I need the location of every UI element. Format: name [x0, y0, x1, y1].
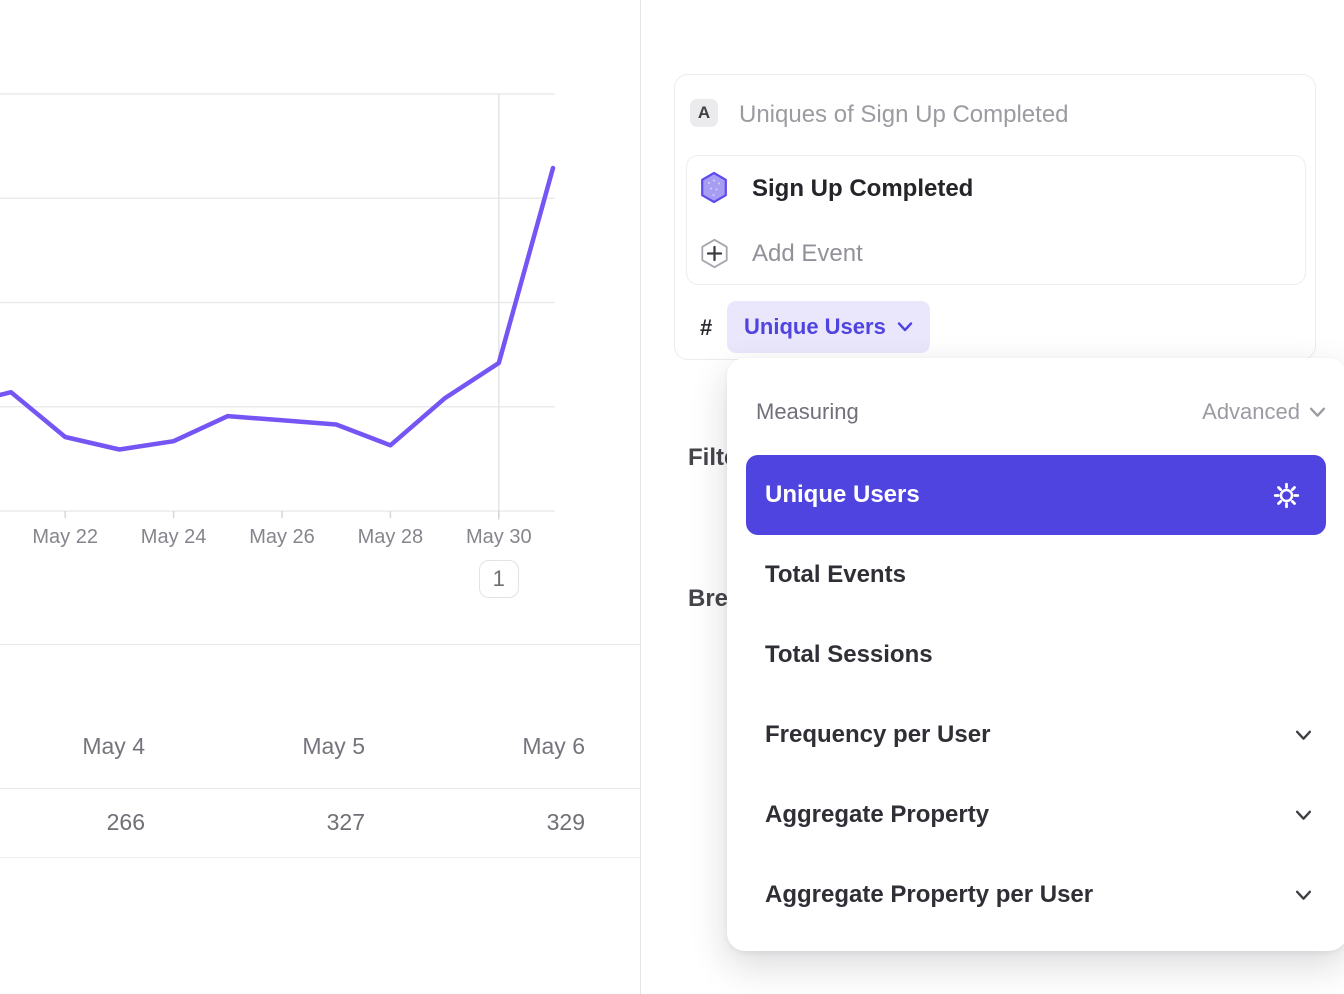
x-axis-label: May 22 — [32, 526, 98, 548]
event-hexagon-icon — [701, 171, 727, 204]
option-label: Total Sessions — [765, 641, 933, 668]
chart-gridlines — [0, 93, 555, 512]
gear-icon[interactable] — [1273, 482, 1300, 509]
advanced-label: Advanced — [1202, 399, 1300, 424]
measurement-dropdown-button[interactable]: Unique Users — [727, 301, 930, 353]
table-bottom-border — [0, 857, 640, 858]
metric-line-series — [0, 165, 556, 452]
add-event-button[interactable]: Add Event — [752, 240, 863, 267]
measuring-options-list: Unique Users Total Events Total Sessions Fr… — [746, 455, 1326, 935]
table-column-header: May 4 — [82, 733, 145, 759]
x-axis-label: May 28 — [357, 526, 424, 548]
measuring-label: Measuring — [756, 399, 859, 424]
table-cell-value: 266 — [106, 809, 145, 835]
option-label: Frequency per User — [765, 721, 991, 748]
series-a-badge: A — [690, 99, 718, 127]
table-cell-value: 329 — [546, 809, 585, 835]
chevron-down-icon — [1309, 407, 1326, 417]
measuring-dropdown: Measuring Advanced Unique Users Total Eve… — [727, 358, 1344, 951]
measuring-option-unique-users[interactable]: Unique Users — [746, 455, 1326, 535]
table-header-row: May 4 May 5 May 6 — [0, 733, 585, 760]
measuring-option-total-sessions[interactable]: Total Sessions — [746, 615, 1326, 695]
option-label: Unique Users — [765, 481, 920, 508]
line-chart — [0, 93, 556, 520]
measurement-value: Unique Users — [744, 314, 886, 339]
table-cell-value: 327 — [326, 809, 365, 835]
chevron-down-icon — [1295, 810, 1312, 820]
add-event-icon[interactable] — [700, 238, 729, 269]
option-label: Aggregate Property per User — [765, 881, 1094, 908]
chevron-down-icon — [1295, 890, 1312, 900]
event-list-card — [686, 155, 1306, 285]
table-top-border — [0, 644, 640, 645]
measurement-hash-symbol: # — [700, 315, 713, 340]
table-column-header: May 6 — [522, 733, 585, 759]
chevron-down-icon — [1295, 730, 1312, 740]
chevron-down-icon — [897, 322, 913, 332]
table-header-divider — [0, 788, 640, 789]
x-axis-ticks — [64, 511, 500, 518]
x-axis-label: May 24 — [140, 526, 207, 548]
annotation-marker-badge[interactable]: 1 — [478, 560, 519, 598]
pane-divider — [640, 0, 641, 994]
measuring-option-frequency-per-user[interactable]: Frequency per User — [746, 695, 1326, 775]
advanced-mode-toggle[interactable]: Advanced — [1202, 399, 1326, 425]
table-value-row: 266 327 329 — [0, 809, 585, 836]
x-axis-label: May 26 — [249, 526, 315, 548]
measuring-menu-header: Measuring Advanced — [756, 392, 1326, 432]
option-label: Total Events — [765, 561, 906, 588]
measuring-option-total-events[interactable]: Total Events — [746, 535, 1326, 615]
measuring-option-aggregate-property-per-user[interactable]: Aggregate Property per User — [746, 855, 1326, 935]
series-title: Uniques of Sign Up Completed — [739, 101, 1069, 128]
option-label: Aggregate Property — [765, 801, 990, 828]
table-column-header: May 5 — [302, 733, 365, 759]
x-axis-label: May 30 — [466, 526, 532, 548]
measuring-option-aggregate-property[interactable]: Aggregate Property — [746, 775, 1326, 855]
event-name[interactable]: Sign Up Completed — [752, 175, 974, 202]
